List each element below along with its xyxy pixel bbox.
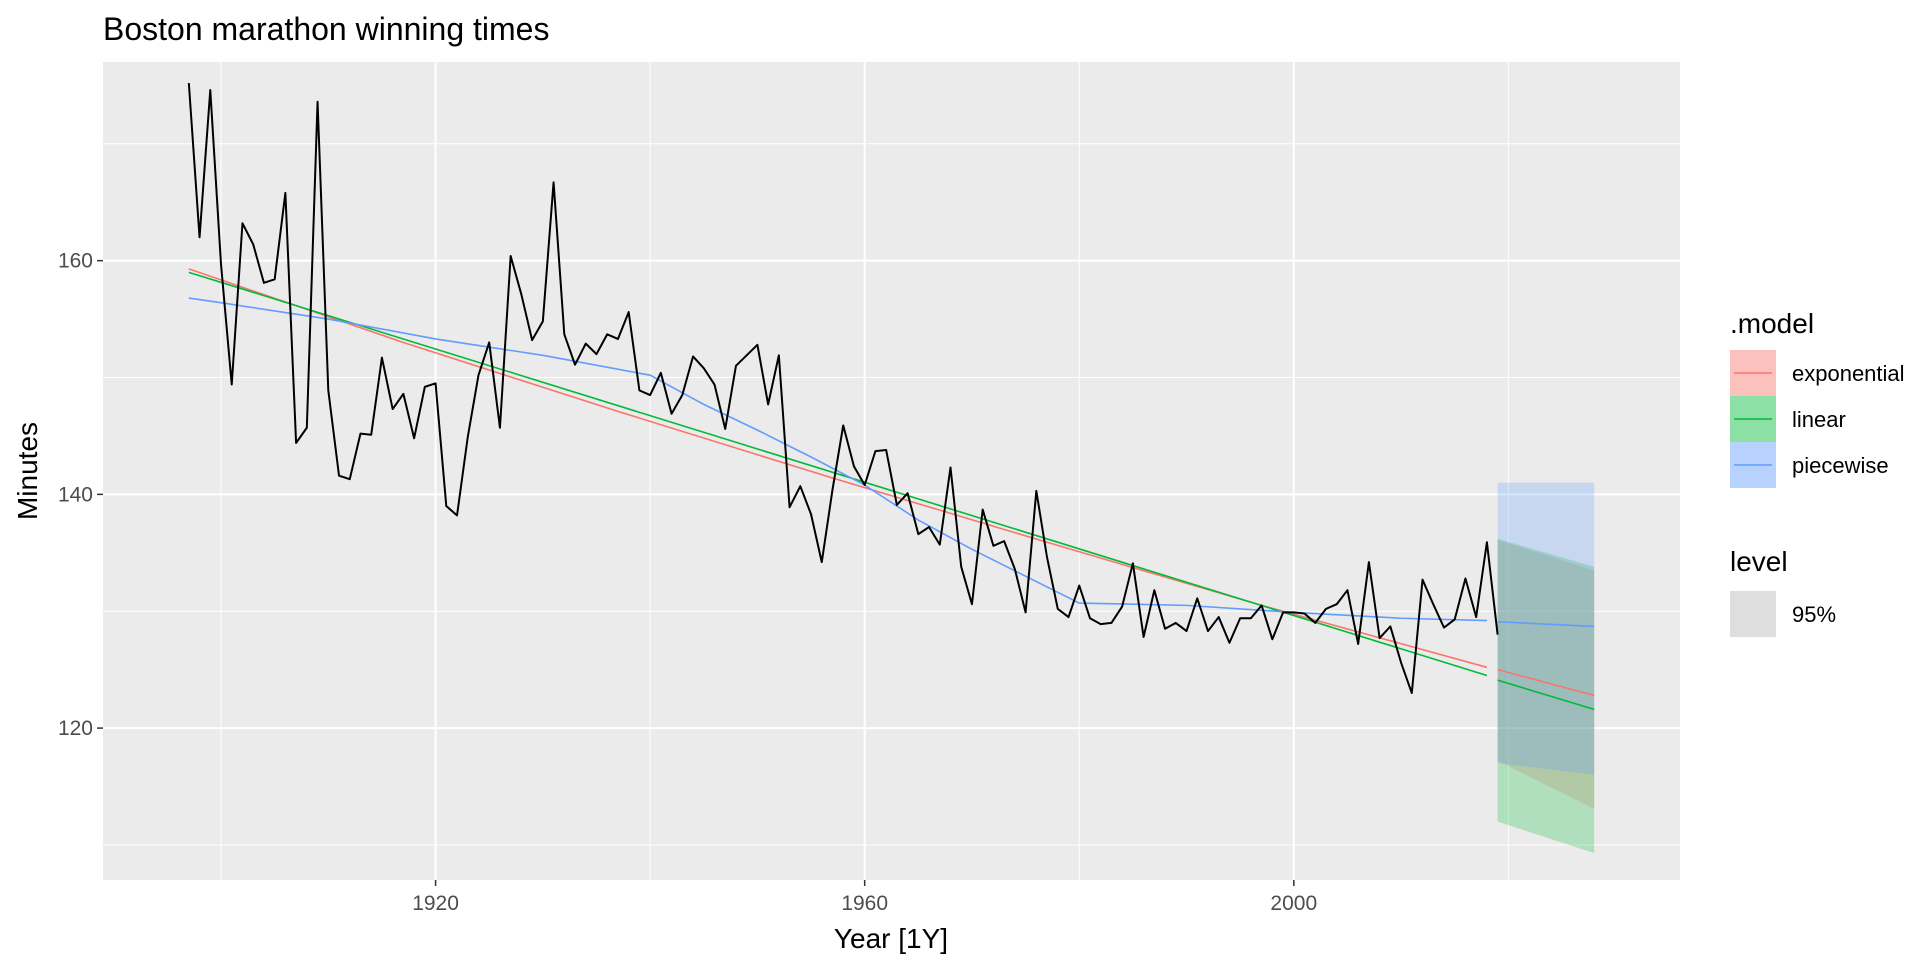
grid-minor bbox=[103, 62, 1680, 880]
forecast-bands bbox=[1497, 482, 1595, 854]
y-tick-label-140: 140 bbox=[58, 483, 93, 506]
legend-models: exponential linear piecewise bbox=[1730, 350, 1905, 488]
legend-level-key bbox=[1730, 591, 1776, 637]
x-tick-label-2000: 2000 bbox=[1270, 892, 1317, 915]
observed-series bbox=[187, 82, 1499, 695]
legend-level-title: level bbox=[1730, 546, 1788, 577]
y-tick-label-120: 120 bbox=[58, 717, 93, 740]
legend-label-linear: linear bbox=[1792, 407, 1846, 432]
y-axis-ticks: 120 140 160 bbox=[58, 250, 103, 740]
x-tick-label-1920: 1920 bbox=[412, 892, 459, 915]
plot-panel bbox=[103, 62, 1680, 880]
x-axis-ticks: 1920 1960 2000 bbox=[412, 880, 1317, 915]
observed-line bbox=[187, 82, 1499, 695]
band-piecewise bbox=[1497, 482, 1595, 775]
fit-line-linear bbox=[188, 271, 1488, 677]
legend-label-exponential: exponential bbox=[1792, 361, 1905, 386]
legend-level-label: 95% bbox=[1792, 602, 1836, 627]
chart-title: Boston marathon winning times bbox=[103, 11, 549, 47]
x-tick-label-1960: 1960 bbox=[841, 892, 888, 915]
grid-major bbox=[103, 62, 1680, 880]
legend-label-piecewise: piecewise bbox=[1792, 453, 1889, 478]
forecast-line-piecewise bbox=[1497, 620, 1595, 628]
x-axis-title: Year [1Y] bbox=[834, 923, 948, 954]
y-axis-title: Minutes bbox=[12, 422, 43, 520]
band-exponential bbox=[1497, 539, 1595, 809]
band-linear bbox=[1497, 538, 1595, 854]
forecast-line-linear bbox=[1497, 679, 1595, 711]
forecast-line-exponential bbox=[1497, 668, 1595, 697]
y-tick-label-160: 160 bbox=[58, 250, 93, 273]
legend-model-title: .model bbox=[1730, 308, 1814, 339]
fit-line-piecewise bbox=[188, 297, 1487, 622]
